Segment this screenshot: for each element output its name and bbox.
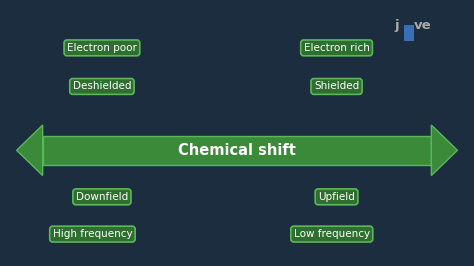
FancyBboxPatch shape [43,136,431,165]
Text: Upfield: Upfield [318,192,355,202]
Text: ve: ve [414,19,431,32]
FancyBboxPatch shape [404,25,414,41]
Text: Chemical shift: Chemical shift [178,143,296,158]
Text: High frequency: High frequency [53,229,132,239]
Polygon shape [431,125,457,176]
Text: j: j [395,19,400,32]
Text: Electron rich: Electron rich [304,43,369,53]
Text: Electron poor: Electron poor [67,43,137,53]
Text: Downfield: Downfield [76,192,128,202]
Text: Low frequency: Low frequency [294,229,370,239]
Text: Deshielded: Deshielded [73,81,131,92]
Text: Shielded: Shielded [314,81,359,92]
Polygon shape [17,125,43,176]
